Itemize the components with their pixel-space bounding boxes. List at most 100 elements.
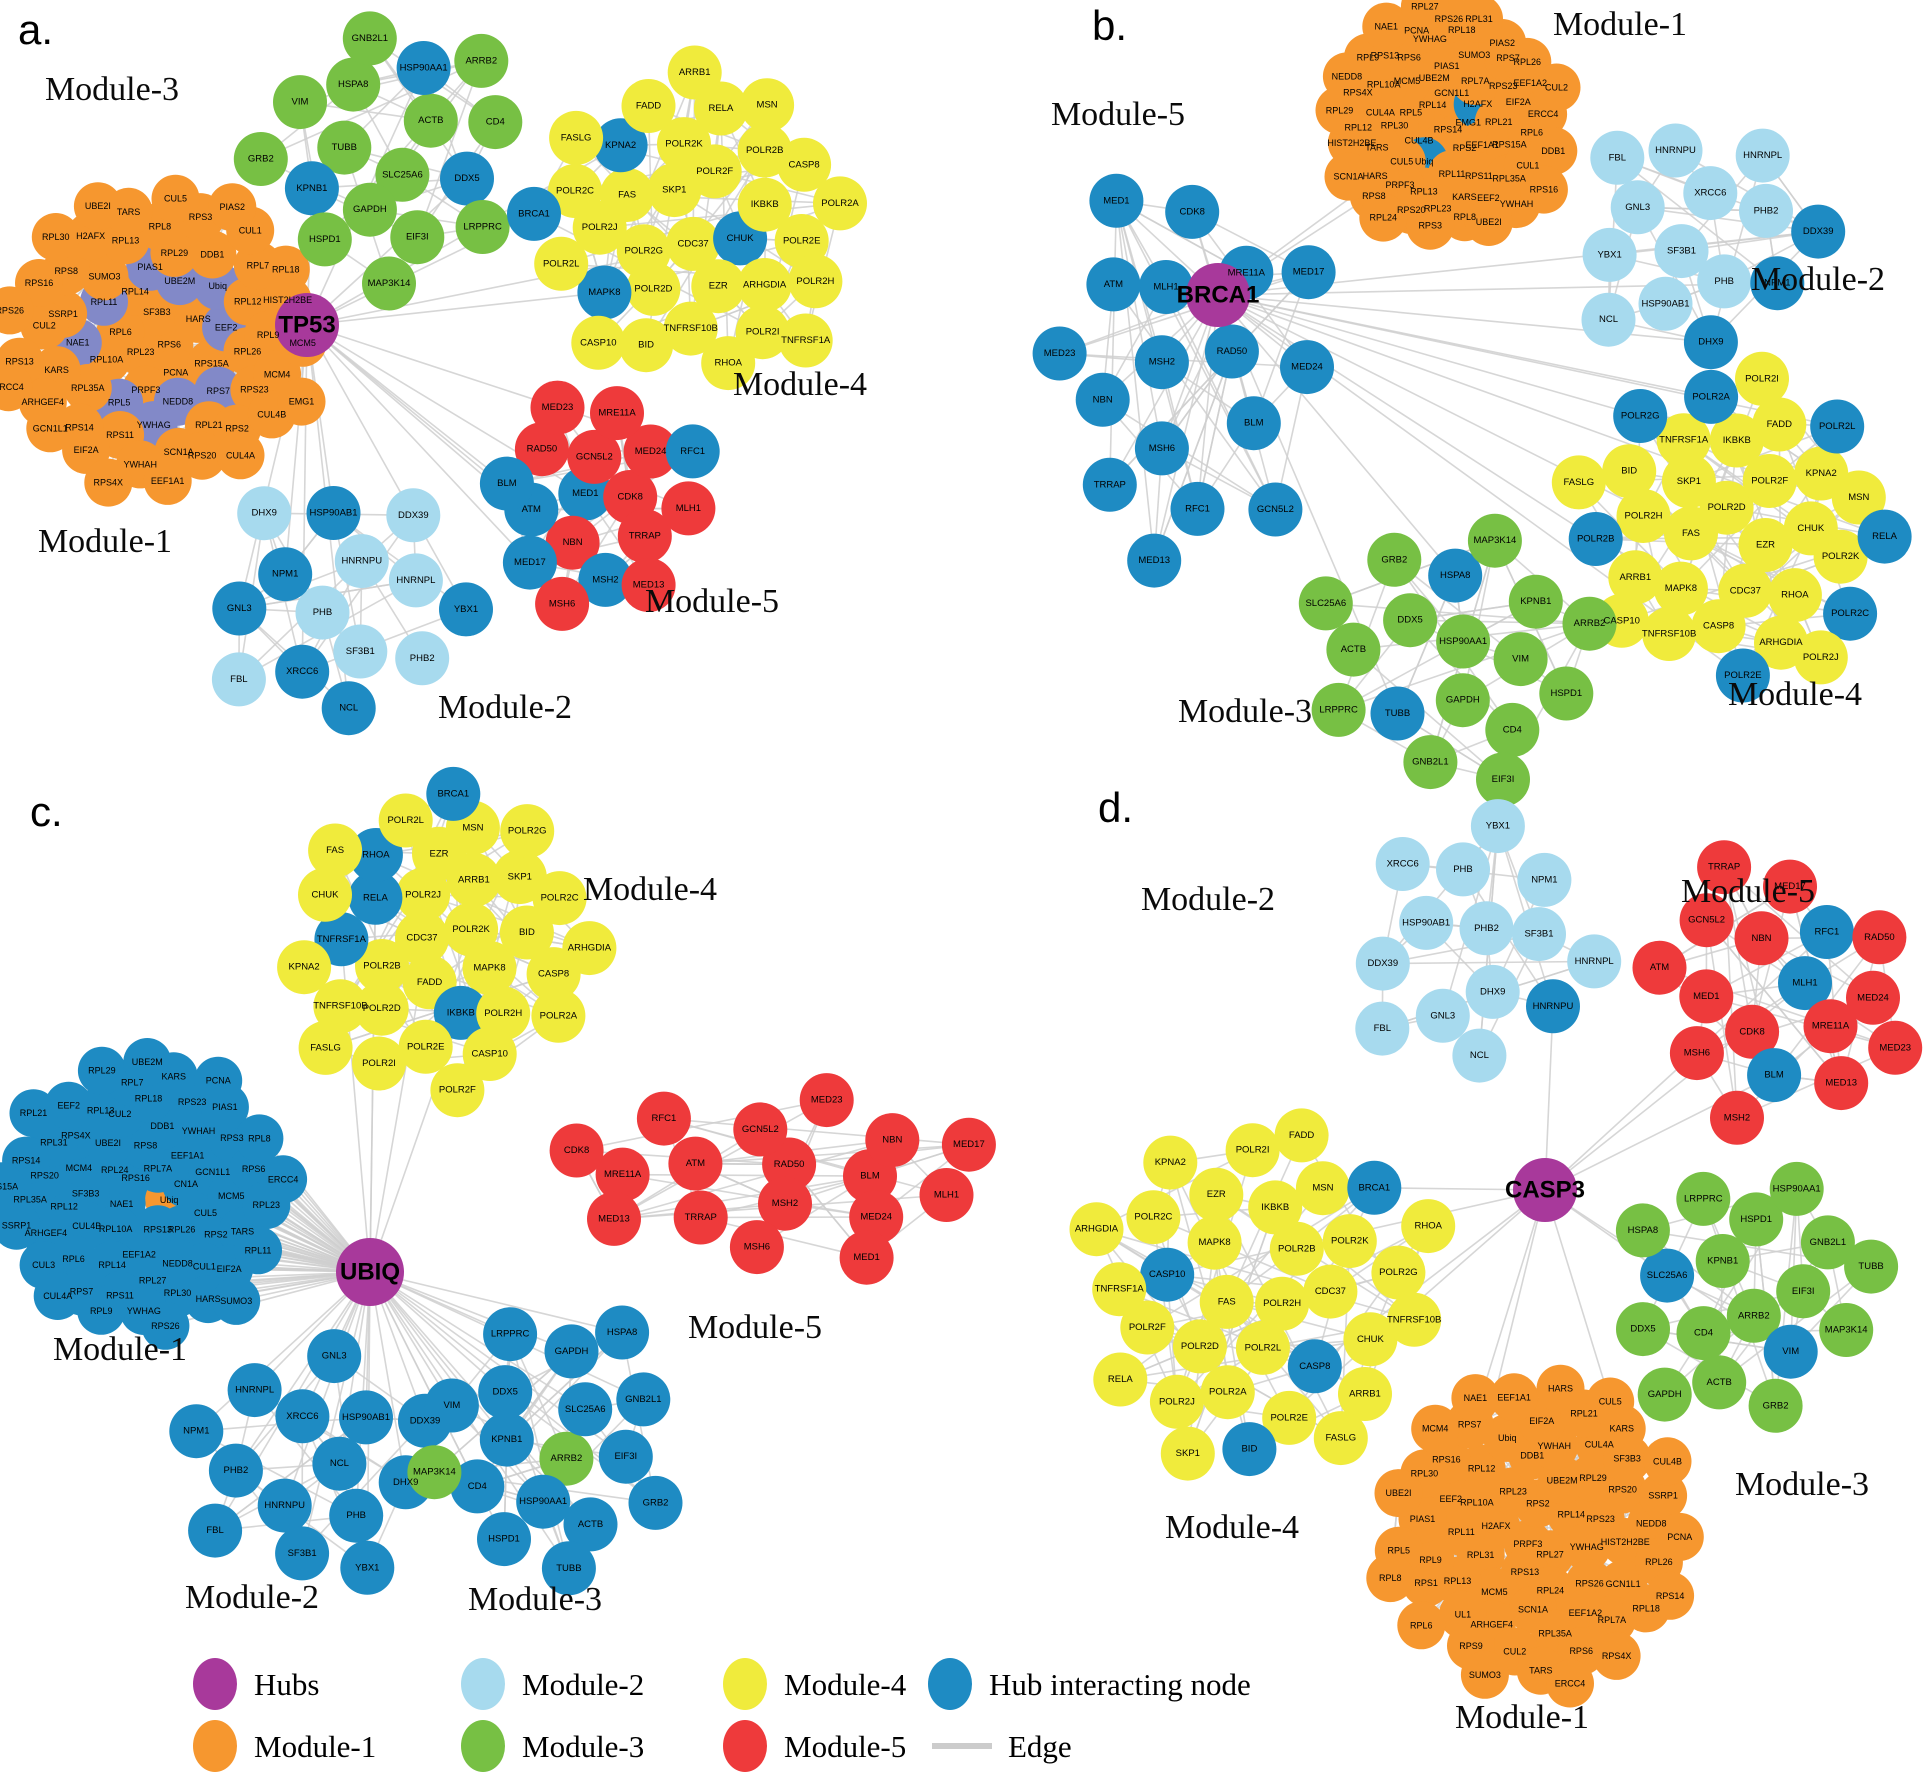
node-label-CASP10: CASP10 xyxy=(1603,615,1639,626)
node-label-CHUK: CHUK xyxy=(1357,1334,1385,1345)
node-TUBB xyxy=(1370,686,1425,741)
node-NEDD8 xyxy=(1322,52,1371,101)
node-label-RPL7: RPL7 xyxy=(247,261,270,271)
node-label-GNL3: GNL3 xyxy=(1430,1010,1455,1021)
node-label-TUBB: TUBB xyxy=(1858,1261,1883,1272)
node-label-MAPK8: MAPK8 xyxy=(1198,1237,1230,1248)
module-caption-Module-1: Module-1 xyxy=(38,523,172,560)
node-RPL9 xyxy=(77,1286,126,1335)
node-label-PIAS1: PIAS1 xyxy=(1410,1514,1436,1524)
node-label-RPL5: RPL5 xyxy=(108,398,131,408)
node-YBX1 xyxy=(1470,799,1525,854)
node-label-RPL29: RPL29 xyxy=(1326,105,1354,115)
node-label-RAD50: RAD50 xyxy=(527,444,558,455)
node-label-POLR2F: POLR2F xyxy=(1751,476,1788,487)
edge xyxy=(301,514,414,673)
node-label-CUL4A: CUL4A xyxy=(226,450,255,460)
node-label-KPNA2: KPNA2 xyxy=(289,962,320,973)
node-label-XRCC6: XRCC6 xyxy=(286,666,318,677)
node-CDC37 xyxy=(1303,1264,1358,1319)
node-MED17 xyxy=(1763,859,1817,914)
node-label-YWHAH: YWHAH xyxy=(1500,199,1534,209)
node-label-RPS7: RPS7 xyxy=(207,386,231,396)
node-label-RPS15A: RPS15A xyxy=(194,359,229,369)
node-label-H2AFX: H2AFX xyxy=(1463,99,1492,109)
node-label-HARS: HARS xyxy=(1548,1384,1573,1394)
node-POLR2C xyxy=(532,871,587,926)
node-label-RPL26: RPL26 xyxy=(168,1224,196,1234)
node-label-RPL9: RPL9 xyxy=(257,330,280,340)
node-label-HSP90AA1: HSP90AA1 xyxy=(519,1496,567,1507)
node-label-IKBKB: IKBKB xyxy=(447,1007,475,1018)
node-label-EZR: EZR xyxy=(1207,1189,1226,1200)
node-GRB2 xyxy=(233,132,288,186)
node-label-Ubiq: Ubiq xyxy=(1498,1433,1517,1443)
node-label-EIF2A: EIF2A xyxy=(1506,97,1531,107)
node-IKBKB xyxy=(737,177,792,232)
node-label-VIM: VIM xyxy=(443,1400,460,1411)
node-HSP90AB1 xyxy=(339,1390,393,1445)
node-label-RPL21: RPL21 xyxy=(1570,1409,1598,1419)
node-label-TNFRSF10B: TNFRSF10B xyxy=(1387,1314,1441,1325)
node-label-YWHAH: YWHAH xyxy=(182,1126,216,1136)
node-label-RPS6: RPS6 xyxy=(1397,53,1421,63)
node-label-DDX39: DDX39 xyxy=(398,510,429,521)
node-MLH1 xyxy=(661,481,716,536)
node-EEF1A1 xyxy=(1490,1373,1539,1422)
node-HNRNPU xyxy=(1648,123,1703,178)
node-label-RPS6: RPS6 xyxy=(1569,1646,1593,1656)
node-POLR2K xyxy=(657,117,711,172)
legend-label-module-1: Module-1 xyxy=(254,1729,376,1764)
node-POLR2E xyxy=(1262,1390,1317,1445)
node-TRRAP xyxy=(617,509,672,564)
node-label-RPL29: RPL29 xyxy=(1579,1473,1607,1483)
node-label-EIF3I: EIF3I xyxy=(614,1451,637,1462)
node-label-SF3B1: SF3B1 xyxy=(1524,929,1553,940)
node-SSRP1 xyxy=(0,1201,41,1250)
node-label-SUMO3: SUMO3 xyxy=(88,271,120,281)
node-ARRB2 xyxy=(1726,1288,1781,1343)
node-label-CUL2: CUL2 xyxy=(1503,1647,1526,1657)
node-label-EEF2: EEF2 xyxy=(1477,193,1500,203)
node-label-GAPDH: GAPDH xyxy=(1446,695,1480,706)
node-label-POLR2J: POLR2J xyxy=(405,889,441,900)
node-POLR2F xyxy=(1742,454,1797,508)
node-label-UBE2M: UBE2M xyxy=(164,276,195,286)
node-label-MSH2: MSH2 xyxy=(1149,357,1175,368)
node-label-RPL18: RPL18 xyxy=(1448,25,1476,35)
node-label-NAE1: NAE1 xyxy=(110,1199,134,1209)
node-label-POLR2K: POLR2K xyxy=(1822,551,1860,562)
node-GRB2 xyxy=(628,1475,683,1530)
hub-edge xyxy=(1217,294,1597,540)
module-caption-Module-5: Module-5 xyxy=(645,583,779,620)
node-TNFRSF1A xyxy=(314,912,369,967)
node-RPL29 xyxy=(77,1046,126,1095)
node-label-HNRNPL: HNRNPL xyxy=(235,1385,274,1396)
hub-edge xyxy=(306,178,468,326)
module-caption-Module-4: Module-4 xyxy=(583,871,717,908)
node-label-MED23: MED23 xyxy=(1879,1042,1911,1053)
node-label-UBE2M: UBE2M xyxy=(1419,73,1450,83)
node-FASLG xyxy=(1551,455,1606,510)
node-label-GRB2: GRB2 xyxy=(1763,1400,1789,1411)
node-label-CDC37: CDC37 xyxy=(1730,585,1761,596)
node-label-RPL35A: RPL35A xyxy=(1492,173,1526,183)
node-label-ARRB2: ARRB2 xyxy=(1738,1310,1770,1321)
node-XRCC6 xyxy=(275,644,330,699)
node-label-RPS3: RPS3 xyxy=(1418,221,1442,231)
node-label-TNFRSF1A: TNFRSF1A xyxy=(1659,435,1709,446)
node-UBE2I xyxy=(1464,198,1513,246)
node-label-BLM: BLM xyxy=(1244,418,1264,429)
node-GAPDH xyxy=(1435,673,1490,728)
node-POLR2B xyxy=(1568,512,1623,566)
node-DDX5 xyxy=(478,1365,533,1420)
node-label-MED1: MED1 xyxy=(853,1252,879,1263)
node-GNL3 xyxy=(1610,180,1665,235)
node-XRCC6 xyxy=(1683,166,1738,221)
node-RPL31 xyxy=(1455,0,1503,43)
node-label-BID: BID xyxy=(519,927,535,938)
node-RHOA xyxy=(701,336,756,391)
node-DDB1 xyxy=(1529,126,1578,175)
node-label-MED13: MED13 xyxy=(1825,1078,1857,1089)
node-label-RPS14: RPS14 xyxy=(12,1156,41,1166)
